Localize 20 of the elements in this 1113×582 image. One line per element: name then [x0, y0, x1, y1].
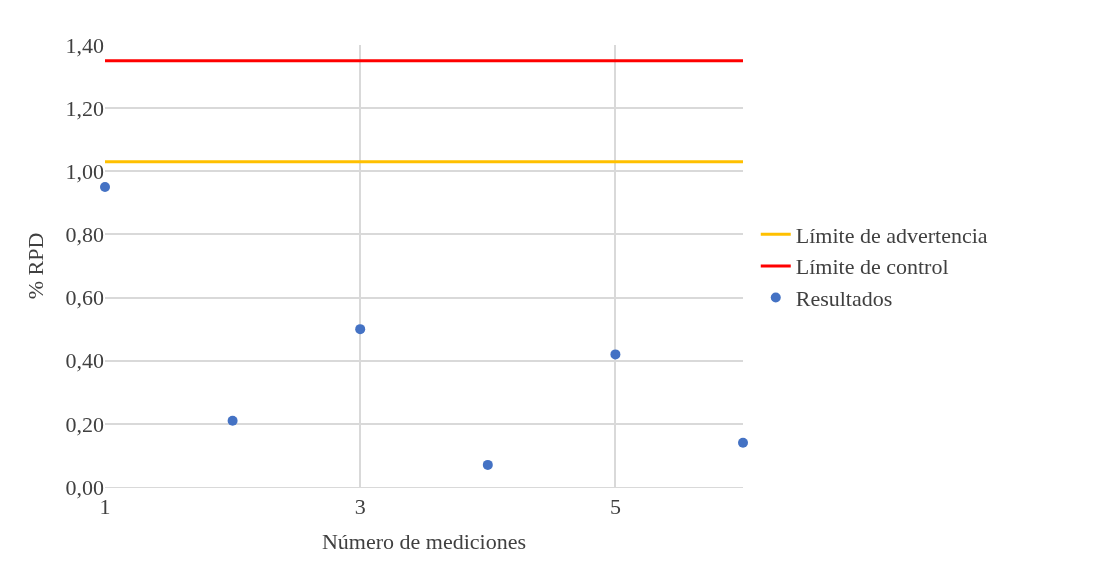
y-tick-label: 1,00	[65, 158, 104, 184]
point	[482, 459, 493, 470]
point	[227, 415, 238, 426]
y-axis-title: % RPD	[23, 232, 49, 300]
y-tick-label: 1,20	[65, 95, 104, 121]
legend-label: Límite de control	[795, 254, 949, 280]
point	[738, 437, 748, 448]
x-axis-title: Número de mediciones	[321, 529, 527, 555]
y-tick-label: 0,40	[65, 348, 104, 374]
x-tick-label: 5	[609, 494, 621, 520]
point	[355, 324, 366, 335]
y-tick-label: 0,20	[65, 411, 104, 437]
y-tick-label: 0,80	[65, 222, 104, 248]
point	[610, 349, 621, 360]
point	[100, 182, 110, 193]
legend-label: Resultados	[795, 286, 893, 312]
x-tick-label: 3	[354, 494, 366, 520]
y-tick-label: 0,60	[65, 285, 104, 311]
legend-label: Límite de advertencia	[795, 222, 988, 248]
y-tick-label: 1,40	[65, 32, 104, 58]
